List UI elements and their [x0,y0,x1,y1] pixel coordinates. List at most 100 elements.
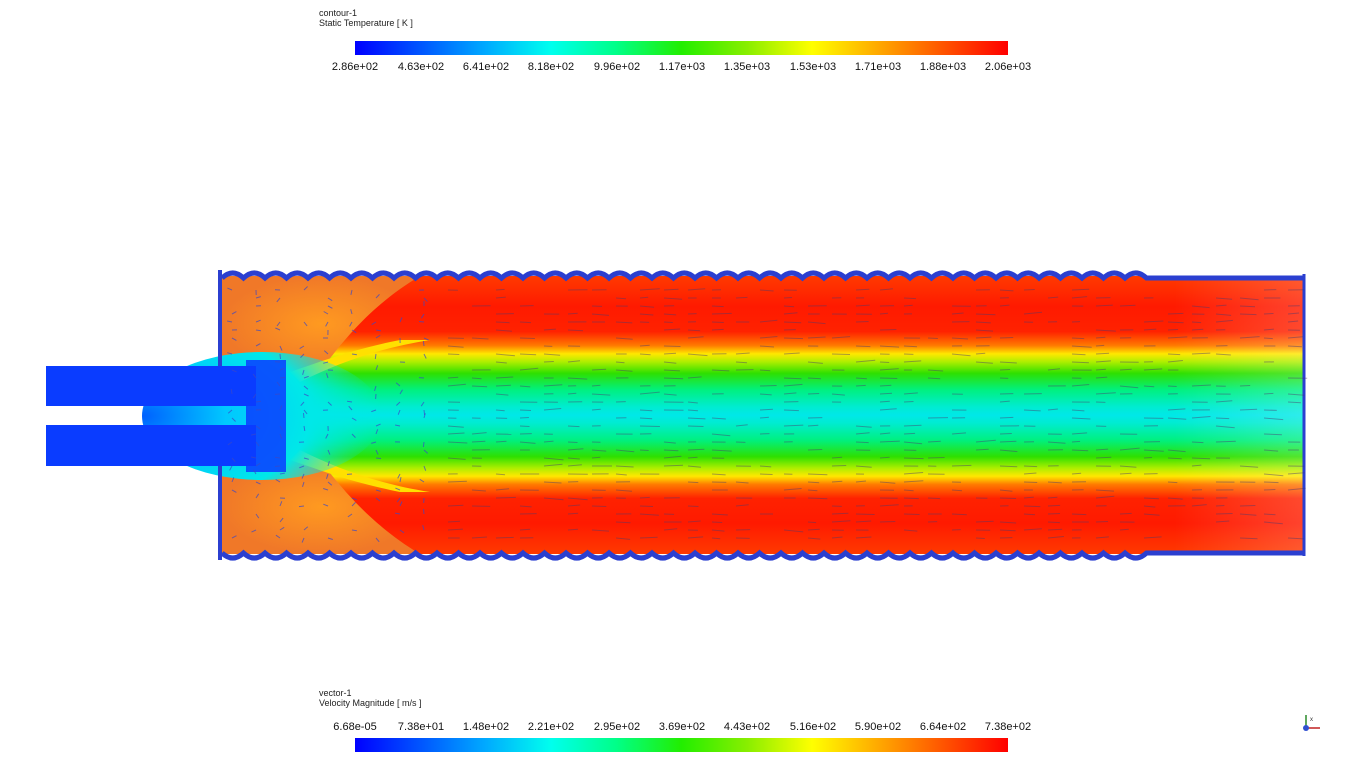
velocity-vector [615,321,633,324]
velocity-vector [1023,496,1034,499]
velocity-vector [375,537,380,543]
velocity-vector [999,433,1012,435]
velocity-vector [326,373,329,379]
velocity-vector [1191,416,1211,419]
velocity-vector [831,456,843,459]
axis-triad-icon[interactable]: x [1298,712,1326,738]
velocity-vector [1119,304,1136,307]
velocity-vector [422,441,425,448]
velocity-vector [807,424,819,427]
velocity-vector [951,312,964,315]
velocity-vector [1191,321,1202,324]
lower-inlet-duct [46,425,256,466]
velocity-vector [759,385,777,387]
velocity-vector [1239,513,1257,516]
velocity-vector [663,393,677,396]
velocity-vector [807,528,820,531]
velocity-vector [495,353,515,357]
velocity-vector [255,481,261,485]
temperature-tick: 2.86e+02 [331,61,379,73]
velocity-vector [951,489,963,492]
velocity-vector [759,289,774,292]
velocity-vector [711,321,724,323]
velocity-vector [1095,352,1110,355]
velocity-vector [927,457,945,459]
velocity-vector [759,416,769,419]
velocity-vector [519,353,537,356]
velocity-vector [903,513,920,515]
velocity-vector [879,329,897,331]
velocity-vector [1167,312,1184,315]
velocity-vector [275,478,281,483]
velocity-vector [303,412,305,419]
velocity-vector [1095,456,1112,459]
velocity-vector [351,417,357,421]
velocity-vector [230,388,233,395]
velocity-vector [903,345,918,348]
velocity-vector [423,413,426,419]
velocity-vector [471,489,486,492]
velocity-vector [231,457,236,463]
velocity-vector [495,409,505,412]
velocity-vector [711,305,724,308]
velocity-vector [855,480,867,483]
velocity-vector [495,288,505,291]
velocity-vector [423,449,429,454]
velocity-vector [1143,513,1160,516]
velocity-vector [1095,368,1106,371]
velocity-vector [303,393,309,397]
velocity-vector [903,401,914,403]
velocity-vector [759,369,771,372]
velocity-vector [1287,393,1305,396]
velocity-vector [711,328,724,331]
velocity-vector [567,360,581,363]
velocity-vector [495,536,514,539]
velocity-legend-quantity: Velocity Magnitude [ m/s ] [319,698,422,708]
velocity-vector [807,473,828,476]
velocity-vector [447,480,467,483]
velocity-vector [519,385,531,388]
velocity-vector [300,353,305,358]
velocity-vector [591,529,610,532]
velocity-vector [855,513,875,515]
velocity-vector [231,489,237,493]
velocity-vector [783,337,804,340]
velocity-vector [1071,432,1088,435]
velocity-vector [879,392,893,395]
velocity-vector [735,481,749,484]
velocity-vector [879,521,896,523]
velocity-vector [999,449,1018,453]
velocity-vector [1023,409,1041,412]
velocity-tick: 1.48e+02 [462,721,510,733]
velocity-vector [447,432,465,435]
velocity-vector [351,502,356,507]
velocity-vector [807,497,828,500]
velocity-vector [927,497,941,500]
velocity-vector [495,296,506,299]
velocity-vector [1287,537,1305,540]
velocity-vector [687,481,699,484]
velocity-vector [1263,521,1283,525]
velocity-vector [276,321,281,327]
velocity-vector [999,440,1017,443]
velocity-vector [927,337,938,339]
velocity-vector [759,408,773,411]
velocity-vector [567,504,581,507]
velocity-vector [663,441,676,444]
velocity-vector [395,424,401,427]
velocity-vector [1023,505,1041,508]
velocity-vector [299,345,305,350]
velocity-vector [1071,361,1089,364]
velocity-vector [639,513,659,516]
velocity-vector [1167,408,1186,411]
velocity-vector [375,497,381,502]
velocity-vector [252,373,257,379]
velocity-vector [299,465,305,469]
velocity-vector [347,400,353,403]
velocity-vector [1119,512,1132,515]
velocity-vector [759,319,778,323]
velocity-vector [807,321,826,325]
velocity-vector [447,376,459,379]
velocity-vector [711,529,725,532]
